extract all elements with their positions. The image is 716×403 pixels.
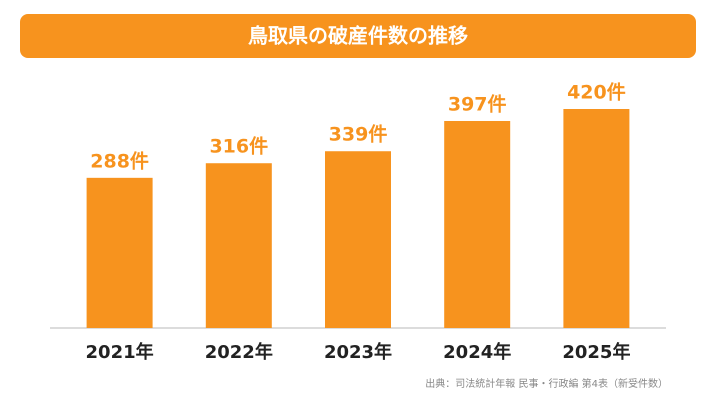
x-tick-label: 2022年 [205,341,273,363]
title-banner [20,14,696,58]
bar [563,109,630,328]
bar [205,163,272,328]
chart-title: 鳥取県の破産件数の推移 [248,24,468,48]
source-note: 出典：司法統計年報 民事・行政編 第4表（新受件数） [425,377,668,390]
x-tick-label: 2023年 [324,341,392,363]
value-label: 339件 [329,123,388,146]
value-label: 397件 [448,92,507,115]
bar [86,177,153,328]
value-label: 288件 [90,149,149,172]
x-tick-label: 2024年 [443,341,511,363]
value-label: 316件 [209,135,268,158]
x-tick-label: 2021年 [86,341,154,363]
bar [325,151,391,328]
bar [444,120,511,328]
value-label: 420件 [567,81,626,104]
x-tick-label: 2025年 [562,341,630,363]
